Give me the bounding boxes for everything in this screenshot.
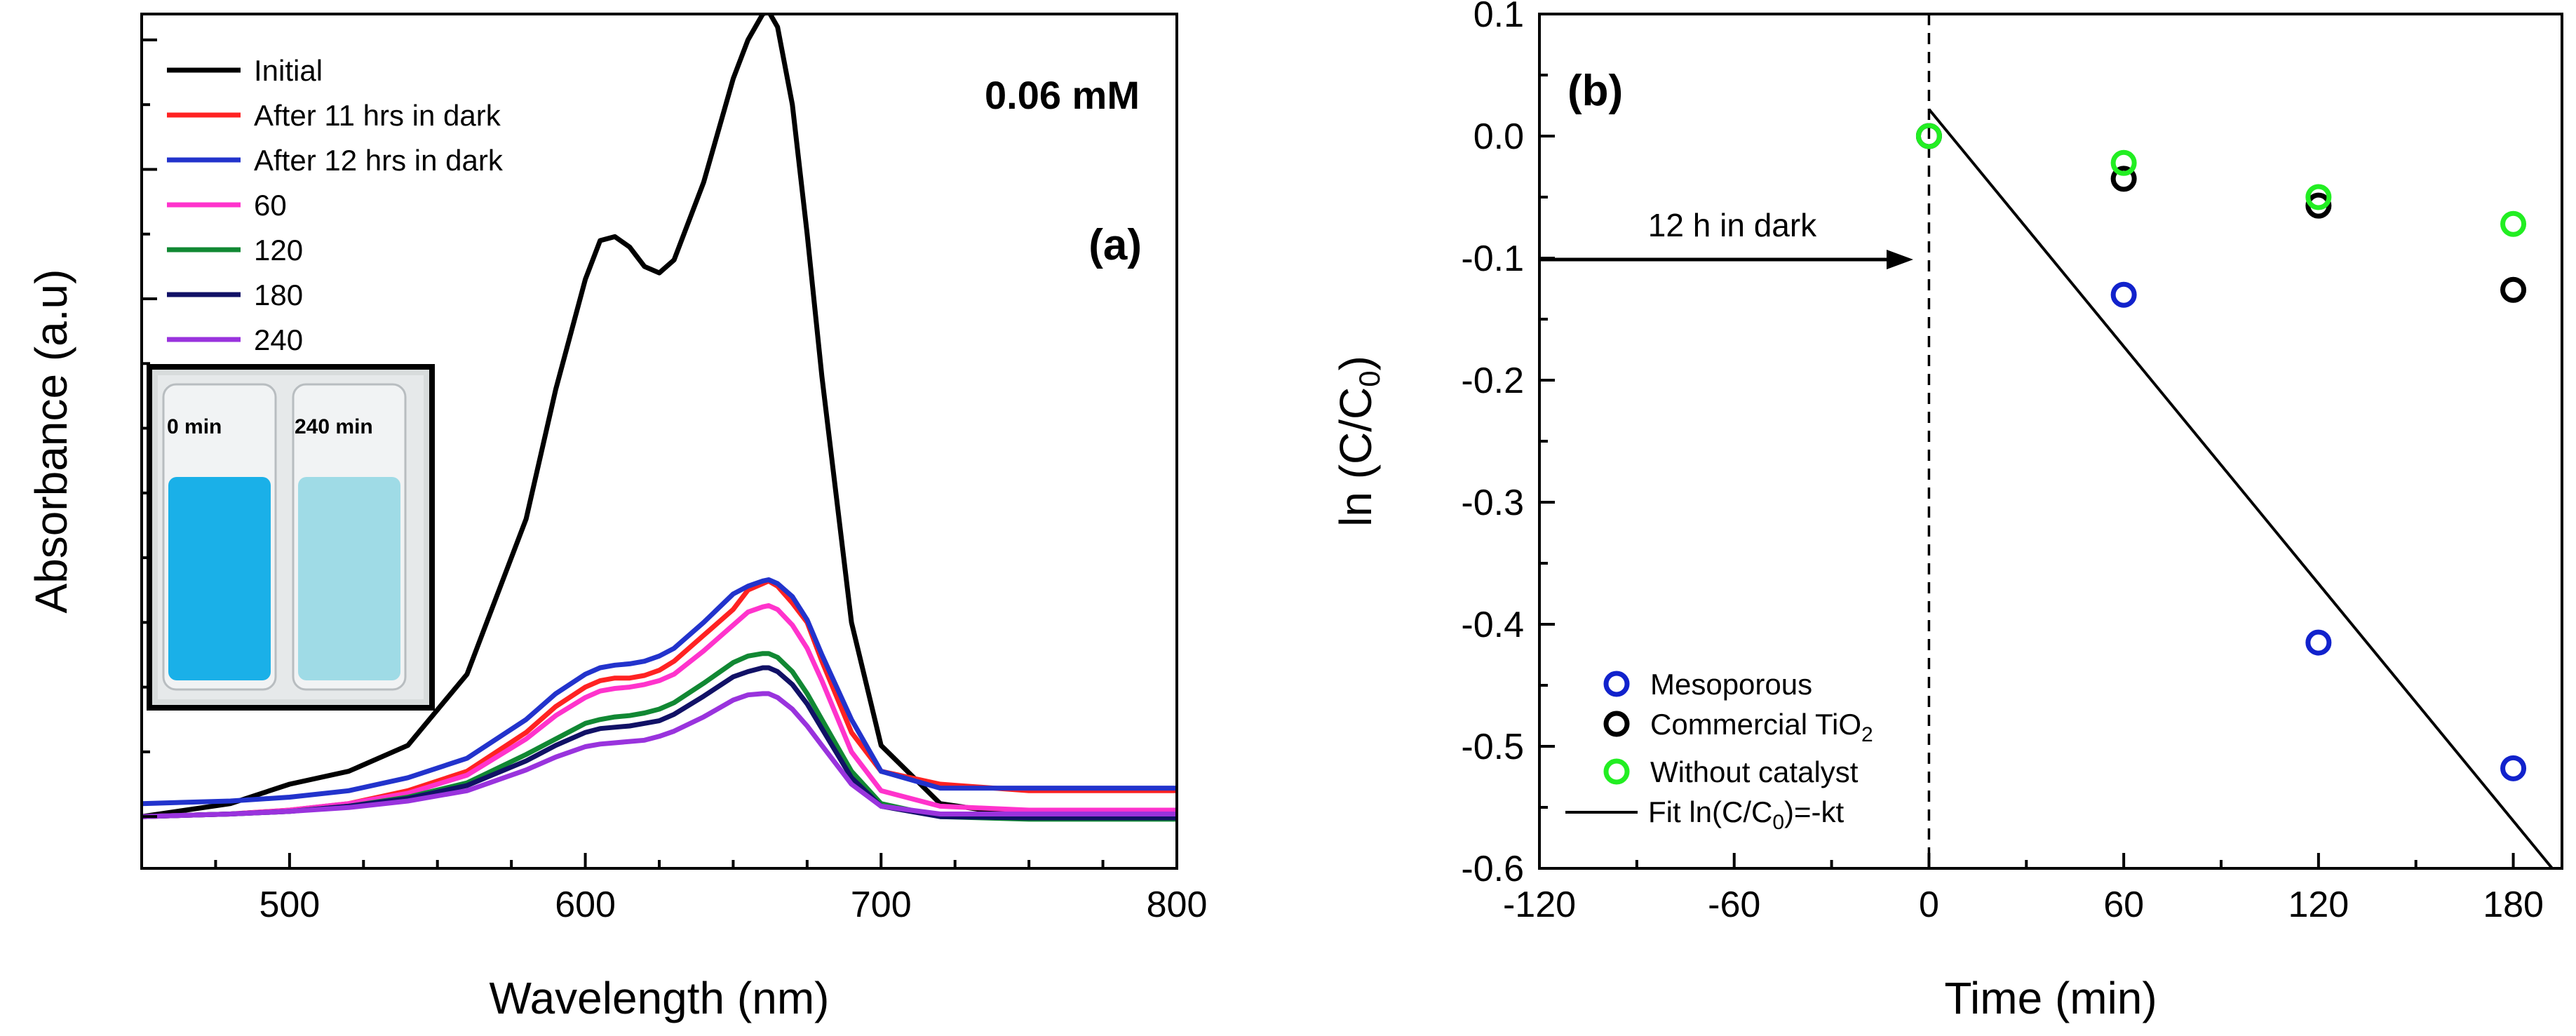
series-line-60 bbox=[142, 603, 1177, 819]
x-tick-label-a: 800 bbox=[1147, 884, 1208, 925]
legend-label-60: 60 bbox=[254, 189, 287, 222]
x-tick-label-b: 60 bbox=[2103, 884, 2144, 925]
series-line-after-11-hrs-in-dark bbox=[142, 578, 1177, 819]
y-tick-label-b: -0.4 bbox=[1461, 605, 1524, 645]
scatter-points bbox=[1915, 123, 2527, 781]
x-axis-title-b: Time (min) bbox=[1944, 973, 2157, 1023]
legend-label-after-11-hrs-in-dark: After 11 hrs in dark bbox=[254, 99, 501, 132]
panel-label-b: (b) bbox=[1567, 67, 1623, 115]
legend-label-240: 240 bbox=[254, 323, 303, 356]
y-axis-title-b-sub: 0 bbox=[1353, 370, 1386, 386]
x-tick-label-b: 180 bbox=[2483, 884, 2544, 925]
x-ticks-b: -120 -60 0 60 120 180 bbox=[1503, 853, 2544, 925]
x-ticks-a: 500 600 700 800 bbox=[140, 853, 1208, 925]
legend-marker-mesoporous bbox=[1603, 671, 1630, 697]
panel-b: 12 h in dark -120 -60 0 60 120 180 0.1 0.0 -0.1… bbox=[1330, 0, 2563, 1023]
x-tick-label-b: -120 bbox=[1503, 884, 1576, 925]
legend-label-without: Without catalyst bbox=[1650, 755, 1859, 788]
legend-a: Initial After 11 hrs in dark After 12 hrs … bbox=[167, 54, 504, 356]
y-tick-label-b: -0.2 bbox=[1461, 361, 1524, 401]
vial-left-liquid bbox=[168, 477, 271, 680]
series-line-180 bbox=[142, 665, 1177, 821]
fit-line bbox=[1927, 108, 2554, 868]
fit-line-group bbox=[1927, 108, 2554, 868]
y-axis-title-a: Absorbance (a.u) bbox=[26, 269, 76, 614]
legend-label-fit-end: )=-kt bbox=[1784, 795, 1845, 828]
point-without-catalyst bbox=[2500, 210, 2527, 237]
point-mesoporous bbox=[2305, 629, 2332, 656]
legend-label-fit-sub: 0 bbox=[1772, 811, 1784, 834]
point-mesoporous bbox=[2500, 755, 2527, 781]
point-without-catalyst bbox=[2110, 149, 2137, 176]
concentration-label: 0.06 mM bbox=[985, 73, 1140, 117]
dark-annotation: 12 h in dark bbox=[1648, 207, 1817, 243]
series-line-after-12-hrs-in-dark bbox=[142, 577, 1177, 807]
y-tick-label-b: -0.6 bbox=[1461, 849, 1524, 889]
panel-label-a: (a) bbox=[1088, 221, 1142, 269]
point-commercial-tio2 bbox=[2110, 166, 2137, 192]
point-without-catalyst bbox=[1915, 123, 1942, 149]
vial-label-0min: 0 min bbox=[167, 415, 222, 438]
legend-label-commercial: Commercial TiO2 bbox=[1650, 708, 1873, 746]
legend-marker-commercial bbox=[1603, 711, 1630, 737]
legend-label-initial: Initial bbox=[254, 54, 323, 87]
legend-marker-without bbox=[1603, 758, 1630, 785]
y-tick-label-b: 0.1 bbox=[1474, 0, 1524, 35]
x-tick-label-b: 120 bbox=[2288, 884, 2349, 925]
x-tick-label-a: 600 bbox=[555, 884, 616, 925]
x-tick-label-b: 0 bbox=[1919, 884, 1939, 925]
legend-label-180: 180 bbox=[254, 278, 303, 311]
legend-label-commercial-sub: 2 bbox=[1861, 723, 1873, 746]
y-tick-label-b: -0.5 bbox=[1461, 727, 1524, 767]
spectra-curves bbox=[142, 14, 1177, 822]
y-ticks-b: 0.1 0.0 -0.1 -0.2 -0.3 -0.4 -0.5 -0.6 bbox=[1461, 0, 1555, 889]
series-line-initial bbox=[142, 14, 1177, 819]
legend-label-fit: Fit ln(C/C0)=-kt bbox=[1648, 795, 1845, 834]
legend-label-after-12-hrs-in-dark: After 12 hrs in dark bbox=[254, 144, 504, 177]
y-axis-title-b-end: ) bbox=[1330, 356, 1381, 370]
x-tick-label-a: 700 bbox=[851, 884, 912, 925]
legend-label-fit-main: Fit ln(C/C bbox=[1648, 795, 1772, 828]
vial-label-240min: 240 min bbox=[295, 415, 373, 438]
legend-label-mesoporous: Mesoporous bbox=[1650, 668, 1812, 701]
dark-arrow-head bbox=[1887, 250, 1913, 269]
legend-label-120: 120 bbox=[254, 234, 303, 267]
point-without-catalyst bbox=[2305, 184, 2332, 210]
series-line-240 bbox=[142, 691, 1177, 819]
x-axis-title-a: Wavelength (nm) bbox=[490, 973, 830, 1023]
x-tick-label-a: 500 bbox=[259, 884, 320, 925]
x-tick-label-b: -60 bbox=[1708, 884, 1760, 925]
vial-right-liquid bbox=[298, 477, 400, 680]
point-mesoporous bbox=[2110, 281, 2137, 308]
legend-b: Mesoporous Commercial TiO2 Without catal… bbox=[1565, 668, 1873, 834]
y-axis-title-b-main: ln (C/C bbox=[1330, 387, 1381, 527]
y-tick-label-b: 0.0 bbox=[1474, 116, 1524, 157]
y-axis-title-b: ln (C/C0) bbox=[1330, 356, 1386, 527]
legend-label-commercial-main: Commercial TiO bbox=[1650, 708, 1861, 741]
panel-a: 500 600 700 800 Wavelength (nm) Absorbance … bbox=[26, 13, 1208, 1023]
point-commercial-tio2 bbox=[2305, 192, 2332, 219]
inset-photo: 0 min 240 min bbox=[147, 364, 435, 711]
point-commercial-tio2 bbox=[2500, 276, 2527, 303]
y-tick-label-b: -0.3 bbox=[1461, 483, 1524, 523]
y-tick-label-b: -0.1 bbox=[1461, 238, 1524, 279]
